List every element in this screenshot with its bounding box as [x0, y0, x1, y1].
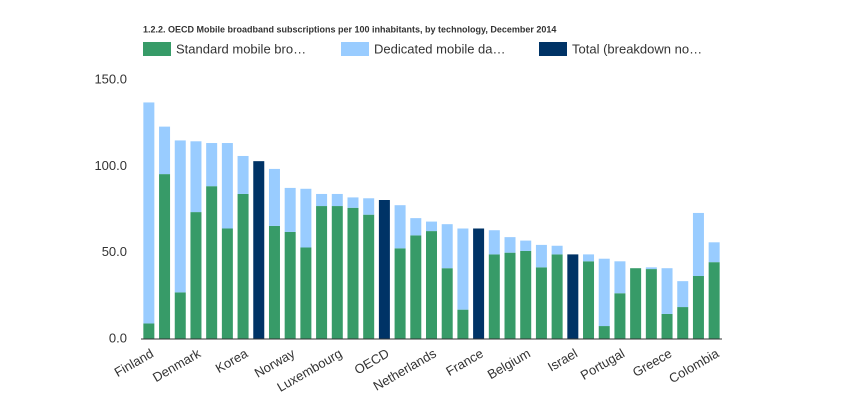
bar: [583, 261, 595, 339]
bar: [535, 267, 547, 339]
x-tick-label: Finland: [112, 346, 156, 380]
legend-swatch: [143, 42, 171, 56]
bar: [630, 268, 642, 339]
x-tick-label: Belgium: [485, 346, 533, 382]
bar: [677, 307, 689, 339]
bar: [441, 268, 453, 339]
y-tick-label: 0.0: [109, 330, 127, 345]
bar: [347, 207, 359, 339]
bar: [614, 261, 626, 294]
bar: [661, 313, 673, 339]
bar: [488, 230, 500, 255]
legend-swatch: [539, 42, 567, 56]
x-tick-label: Korea: [213, 345, 251, 376]
bar: [174, 292, 186, 339]
bar: [708, 242, 720, 263]
y-tick-label: 100.0: [94, 158, 127, 173]
bar: [190, 141, 202, 213]
bar: [410, 235, 422, 339]
bar: [316, 193, 328, 207]
bar: [268, 168, 280, 226]
bar: [426, 231, 437, 339]
bar: [598, 258, 610, 327]
bar: [363, 214, 375, 339]
x-tick-label: Colombia: [666, 345, 722, 386]
bar: [551, 254, 563, 339]
legend-label: Dedicated mobile da…: [374, 41, 506, 56]
chart-title: 1.2.2. OECD Mobile broadband subscriptio…: [143, 24, 556, 34]
bar: [567, 254, 579, 339]
bar: [221, 228, 233, 339]
legend-label: Standard mobile bro…: [176, 41, 306, 56]
bar: [504, 237, 516, 253]
bar: [378, 200, 390, 339]
bar: [535, 244, 547, 268]
bar: [284, 187, 296, 232]
bar: [708, 262, 720, 339]
bar: [159, 174, 171, 339]
bar: [614, 293, 626, 339]
bar: [441, 224, 453, 269]
x-tick-label: Israel: [545, 346, 580, 375]
bar: [677, 281, 689, 308]
bar: [426, 221, 437, 232]
bar: [692, 275, 704, 339]
bar: [143, 323, 155, 339]
bar: [394, 248, 406, 339]
bar: [347, 197, 359, 208]
bar: [159, 126, 171, 175]
bar: [363, 198, 375, 215]
bar: [331, 193, 343, 207]
y-tick-label: 50.0: [102, 244, 127, 259]
bar: [457, 228, 469, 310]
bar: [583, 254, 595, 262]
bar: [645, 267, 657, 270]
bar: [316, 206, 328, 339]
bar: [331, 206, 343, 339]
bar: [520, 240, 532, 251]
legend-label: Total (breakdown no…: [572, 41, 702, 56]
x-tick-label: Denmark: [150, 345, 204, 385]
bar: [504, 252, 516, 339]
bar: [394, 205, 406, 249]
x-tick-label: Portugal: [578, 346, 628, 383]
bar: [457, 309, 469, 339]
bar: [410, 218, 422, 236]
x-tick-label: France: [443, 346, 486, 379]
bar: [661, 268, 673, 314]
bar: [174, 140, 186, 293]
bar: [206, 143, 218, 187]
bar: [473, 228, 485, 339]
bar: [284, 231, 296, 339]
bar: [237, 155, 249, 194]
bar: [253, 161, 265, 339]
bar: [237, 193, 249, 339]
bar: [645, 269, 657, 339]
bar: [268, 225, 280, 339]
bar: [598, 326, 610, 339]
bar: [551, 245, 563, 255]
bar: [143, 102, 155, 324]
bar: [488, 254, 500, 339]
bar: [206, 186, 218, 339]
bar: [221, 143, 233, 229]
y-tick-label: 150.0: [94, 71, 127, 86]
bar: [300, 247, 312, 339]
bar: [692, 212, 704, 276]
bar: [190, 212, 202, 339]
bar: [300, 188, 312, 248]
legend-swatch: [341, 42, 369, 56]
bar: [520, 250, 532, 339]
